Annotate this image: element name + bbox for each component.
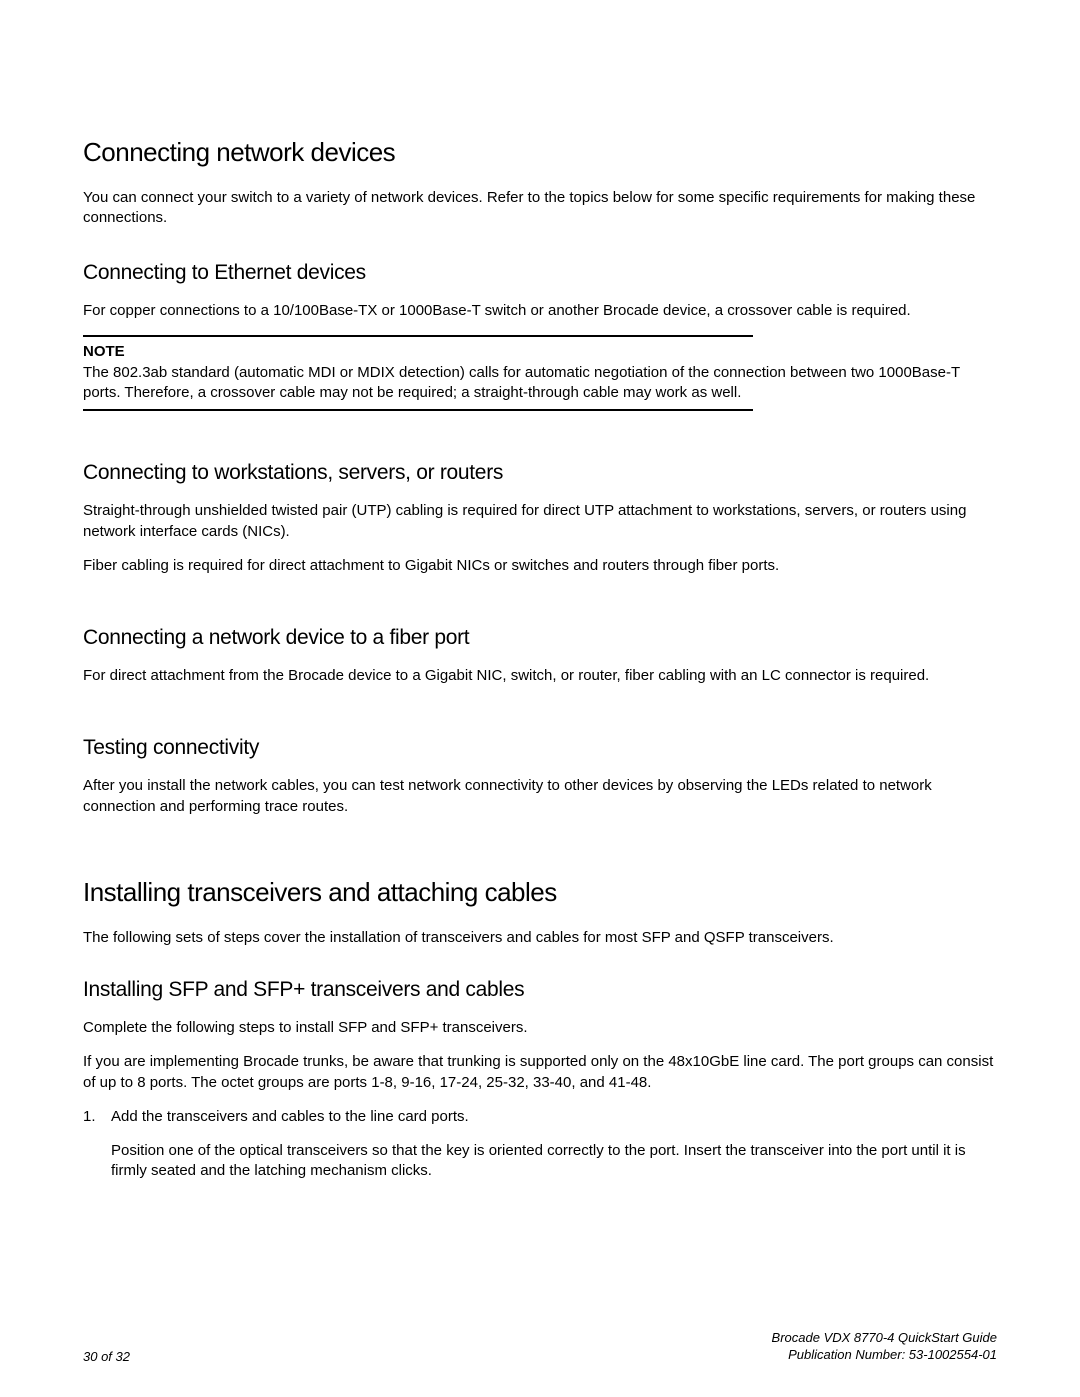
step-1-text: Add the transceivers and cables to the l… [111, 1107, 997, 1127]
ethernet-text: For copper connections to a 10/100Base-T… [83, 301, 997, 321]
testing-text: After you install the network cables, yo… [83, 776, 997, 817]
subsection-ethernet-devices: Connecting to Ethernet devices For coppe… [83, 261, 997, 412]
subsection-sfp: Installing SFP and SFP+ transceivers and… [83, 978, 997, 1182]
sfp-p2: If you are implementing Brocade trunks, … [83, 1052, 997, 1093]
subsection-fiber-port: Connecting a network device to a fiber p… [83, 626, 997, 686]
page-footer: 30 of 32 Brocade VDX 8770-4 QuickStart G… [83, 1329, 997, 1364]
workstations-p1: Straight-through unshielded twisted pair… [83, 501, 997, 542]
subsection-workstations: Connecting to workstations, servers, or … [83, 461, 997, 576]
note-rule-top [83, 335, 753, 337]
note-text: The 802.3ab standard (automatic MDI or M… [83, 363, 997, 404]
page-content: Connecting network devices You can conne… [0, 0, 1080, 1182]
heading-testing: Testing connectivity [83, 736, 997, 760]
heading-sfp: Installing SFP and SFP+ transceivers and… [83, 978, 997, 1002]
fiber-port-text: For direct attachment from the Brocade d… [83, 666, 997, 686]
footer-pub-number: Publication Number: 53-1002554-01 [772, 1346, 997, 1364]
note-rule-bottom [83, 409, 753, 411]
sfp-p1: Complete the following steps to install … [83, 1018, 997, 1038]
section-heading-installing-transceivers: Installing transceivers and attaching ca… [83, 877, 997, 908]
heading-ethernet-devices: Connecting to Ethernet devices [83, 261, 997, 285]
section2-intro: The following sets of steps cover the in… [83, 928, 997, 948]
footer-page-info: 30 of 32 [83, 1349, 130, 1364]
section-heading-connecting-network-devices: Connecting network devices [83, 137, 997, 168]
footer-guide-title: Brocade VDX 8770-4 QuickStart Guide [772, 1329, 997, 1347]
step-1: 1. Add the transceivers and cables to th… [83, 1107, 997, 1127]
step-1-number: 1. [83, 1107, 111, 1127]
note-label: NOTE [83, 343, 997, 360]
subsection-testing: Testing connectivity After you install t… [83, 736, 997, 817]
footer-right: Brocade VDX 8770-4 QuickStart Guide Publ… [772, 1329, 997, 1364]
section1-intro: You can connect your switch to a variety… [83, 188, 997, 229]
heading-fiber-port: Connecting a network device to a fiber p… [83, 626, 997, 650]
heading-workstations: Connecting to workstations, servers, or … [83, 461, 997, 485]
workstations-p2: Fiber cabling is required for direct att… [83, 556, 997, 576]
step-1-subtext: Position one of the optical transceivers… [111, 1141, 997, 1182]
note-block: NOTE The 802.3ab standard (automatic MDI… [83, 335, 997, 412]
